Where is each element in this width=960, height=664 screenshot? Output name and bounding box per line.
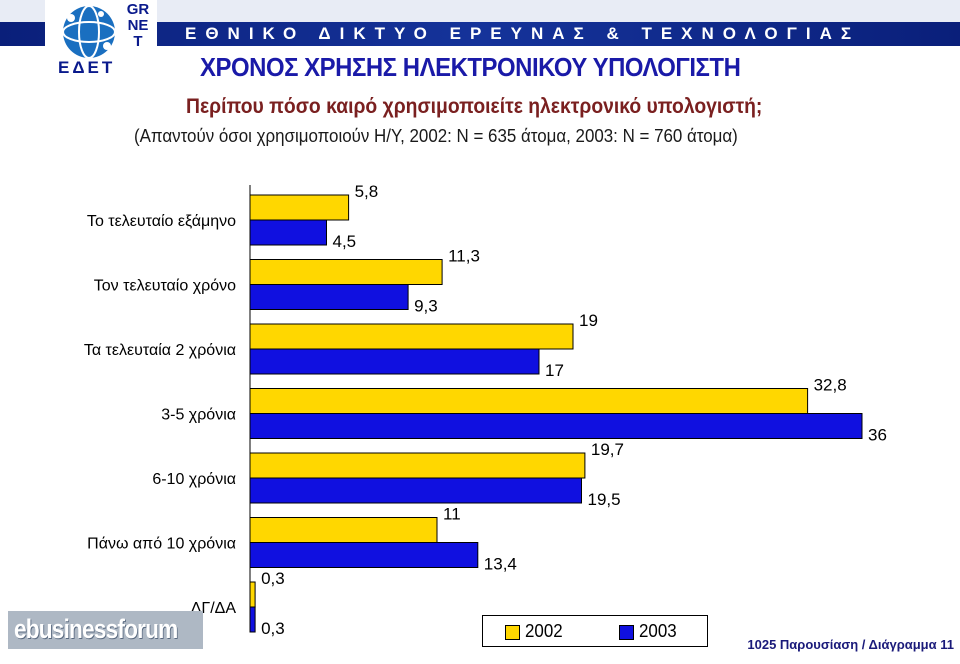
bar-2002 [249,194,350,221]
data-label-2003: 4,5 [333,232,357,251]
bar-2002 [249,581,256,608]
data-label-2002: 5,8 [355,182,379,201]
ebusinessforum-logo: ebusinessforum [8,611,203,649]
data-label-2002: 0,3 [261,569,285,588]
data-label-2002: 19 [579,311,598,330]
logo-edet-text: ΕΔΕΤ [58,58,116,77]
bar-2003 [249,542,479,568]
category-label: Τον τελευταίο χρόνο [94,278,236,295]
bar-2002 [249,388,809,414]
category-label: Τα τελευταία 2 χρόνια [84,342,236,359]
bar-2002 [249,517,438,543]
data-label-2003: 19,5 [588,490,621,509]
category-label: 6-10 χρόνια [152,471,236,488]
category-label: 3-5 χρόνια [161,407,236,424]
bar-2003 [249,606,256,633]
data-label-2002: 19,7 [591,440,624,459]
data-label-2003: 9,3 [414,297,438,316]
bar-2003 [249,219,327,246]
bar-2002 [249,323,574,350]
data-label-2003: 13,4 [484,555,517,574]
category-label: Πάνω από 10 χρόνια [87,536,236,553]
bar-2003 [249,477,582,504]
globe-logo-icon [62,5,116,59]
slide-footer-text: 1025 Παρουσίαση / Διάγραμμα 11 [747,637,954,652]
bar-2003 [249,284,409,310]
legend-swatch-2003 [619,625,634,640]
data-label-2002: 32,8 [814,376,847,395]
data-label-2003: 36 [868,426,887,445]
bar-2003 [249,413,863,439]
legend-label-2003: 2003 [639,621,677,641]
header-banner [0,0,960,46]
data-label-2003: 0,3 [261,619,285,638]
logo-grnet-text: GRNET [126,1,150,50]
chart-legend: 2002 2003 [482,615,708,647]
legend-swatch-2002 [505,625,520,640]
legend-label-2002: 2002 [525,621,563,641]
data-label-2002: 11,3 [448,247,480,266]
bar-2002 [249,259,443,285]
bar-2002 [249,452,586,479]
ebusinessforum-logo-text: ebusinessforum [14,614,178,644]
data-label-2002: 11 [443,505,461,524]
chart-note: (Απαντούν όσοι χρησιμοποιούν Η/Υ, 2002: … [134,126,738,146]
category-label: Το τελευταίο εξάμηνο [87,213,236,230]
data-label-2003: 17 [545,361,564,380]
banner-text: ΕΘΝΙΚΟ ΔΙΚΤΥΟ ΕΡΕΥΝΑΣ & ΤΕΧΝΟΛΟΓΙΑΣ [185,24,861,43]
bar-2003 [249,348,540,375]
chart-title: ΧΡΟΝΟΣ ΧΡΗΣΗΣ ΗΛΕΚΤΡΟΝΙΚΟΥ ΥΠΟΛΟΓΙΣΤΗ [200,52,741,82]
grnet-logo [45,0,157,84]
chart-subtitle: Περίπου πόσο καιρό χρησιμοποιείτε ηλεκτρ… [186,95,763,118]
